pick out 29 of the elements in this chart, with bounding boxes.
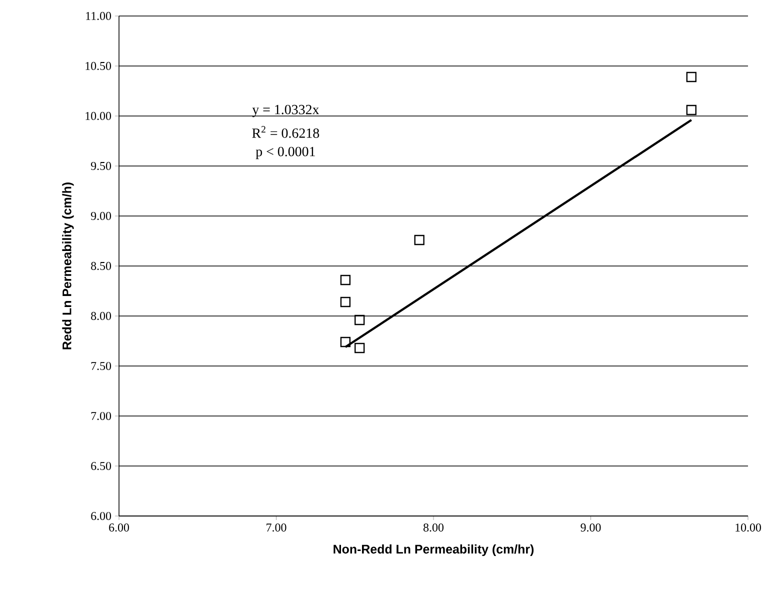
x-tick-label: 9.00	[580, 524, 601, 532]
y-tick-label: 8.00	[91, 312, 112, 320]
y-tick-label: 6.00	[91, 512, 112, 520]
annotation: R$^{2}$ = 0.6218	[252, 126, 320, 138]
x-tick-label: 8.00	[423, 524, 444, 532]
point	[354, 314, 365, 326]
y-axis-title: Redd Ln Permeability (cm/h)	[62, 182, 74, 350]
point	[340, 274, 351, 286]
point	[354, 342, 365, 354]
point	[340, 296, 351, 308]
annotation: p < 0.0001	[256, 146, 315, 160]
x-axis-title: Non-Redd Ln Permeability (cm/hr)	[334, 544, 534, 556]
y-tick-label: 7.00	[91, 412, 112, 420]
y-tick-label: 7.50	[91, 362, 112, 370]
x-tick-label: 10.00	[736, 524, 761, 532]
y-tick-label: 9.50	[90, 162, 112, 170]
point	[414, 234, 424, 246]
point	[686, 72, 696, 82]
y-tick-label: 6.50	[91, 462, 112, 470]
y-tick-label: 10.50	[86, 62, 112, 70]
y-tick-label: 11.00	[86, 12, 112, 20]
y-tick-label: 8.50	[91, 262, 112, 270]
x-tick-label: 7.00	[266, 524, 286, 532]
point	[686, 104, 696, 116]
y-tick-label: 10.00	[86, 112, 112, 120]
y-tick-label: 9.00	[90, 212, 112, 220]
annotation: y = 1.0332x	[252, 104, 320, 118]
point	[340, 336, 351, 348]
x-tick-label: 6.00	[109, 524, 129, 532]
